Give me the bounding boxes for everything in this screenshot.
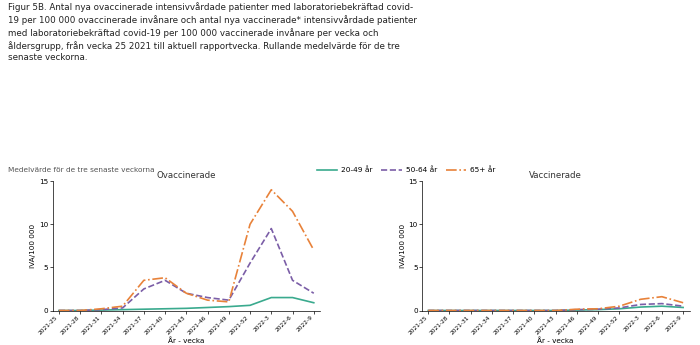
Y-axis label: IVA/100 000: IVA/100 000 (30, 224, 36, 268)
Y-axis label: IVA/100 000: IVA/100 000 (400, 224, 406, 268)
Legend: 20-49 år, 50-64 år, 65+ år: 20-49 år, 50-64 år, 65+ år (314, 164, 498, 176)
Title: Ovaccinerade: Ovaccinerade (157, 171, 216, 180)
Text: Figur 5B. Antal nya ovaccinerade intensivvårdade patienter med laboratoriebekräf: Figur 5B. Antal nya ovaccinerade intensi… (8, 2, 417, 62)
X-axis label: År - vecka: År - vecka (168, 337, 204, 344)
Title: Vaccinerade: Vaccinerade (529, 171, 582, 180)
Text: Medelvärde för de tre senaste veckorna: Medelvärde för de tre senaste veckorna (8, 167, 155, 173)
X-axis label: År - vecka: År - vecka (538, 337, 574, 344)
